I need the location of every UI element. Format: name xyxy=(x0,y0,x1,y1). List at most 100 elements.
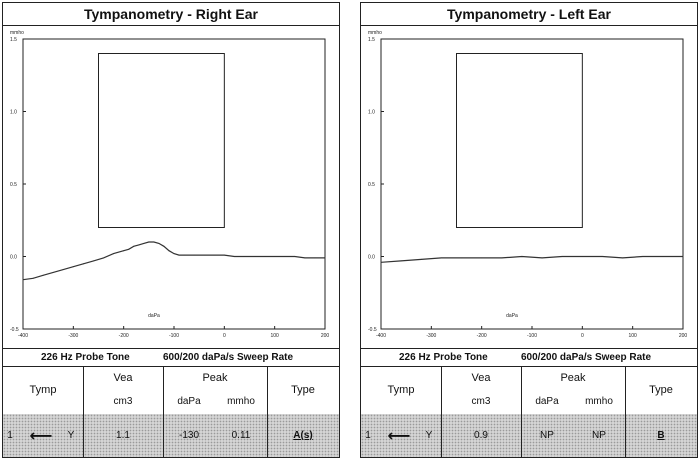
row-index: 1 xyxy=(7,430,13,441)
data-point xyxy=(541,257,543,259)
data-point xyxy=(233,256,235,257)
y-tick-label: 0.0 xyxy=(10,255,17,261)
data-point xyxy=(103,257,105,259)
col-tymp-header: Tymp xyxy=(29,383,57,396)
data-point xyxy=(163,245,165,247)
normal-range-box xyxy=(98,53,225,228)
sweep-rate-label: 600/200 daPa/s Sweep Rate xyxy=(521,352,652,363)
x-tick-label: -400 xyxy=(18,333,28,339)
col-tymp-header: Tymp xyxy=(387,383,415,396)
sweep-rate-label: 600/200 daPa/s Sweep Rate xyxy=(163,352,294,363)
data-point xyxy=(32,277,34,279)
peak-dapa-value: -130 xyxy=(178,430,199,441)
data-point xyxy=(22,279,24,281)
left-ear-panel: Tympanometry - Left Ear -0.5 0.0 0.5 1.0 1.5… xyxy=(360,2,698,458)
data-point xyxy=(168,250,170,252)
data-point xyxy=(682,256,684,257)
data-point xyxy=(153,241,155,243)
x-tick-label: 200 xyxy=(679,333,688,339)
data-point xyxy=(400,260,402,262)
tympanogram-chart: -0.5 0.0 0.5 1.0 1.5 -400 -300 -200 -100 0 100 200 m… xyxy=(3,26,339,348)
data-point xyxy=(662,256,664,257)
row-mark: Y xyxy=(425,430,433,441)
type-value: B xyxy=(657,430,665,441)
data-point xyxy=(380,261,382,263)
x-tick-label: -200 xyxy=(477,333,487,339)
data-point xyxy=(561,256,563,257)
data-point xyxy=(274,256,276,257)
col-peak-mmho: mmho xyxy=(585,396,613,407)
data-point xyxy=(461,257,463,259)
probe-tone-label: 226 Hz Probe Tone xyxy=(41,352,130,363)
probe-tone-label: 226 Hz Probe Tone xyxy=(399,352,488,363)
peak-mmho-value: NP xyxy=(592,430,606,441)
x-axis-label: daPa xyxy=(506,313,518,319)
normal-range-box xyxy=(456,53,583,228)
tympanogram-chart: -0.5 0.0 0.5 1.0 1.5 -400 -300 -200 -100 0 100 200 m… xyxy=(361,26,697,348)
chart-svg: -0.5 0.0 0.5 1.0 1.5 -400 -300 -200 -100 0 100 200 m… xyxy=(10,30,330,339)
y-tick-label: 1.0 xyxy=(368,110,375,116)
data-point xyxy=(158,242,160,244)
panel-title: Tympanometry - Left Ear xyxy=(361,3,697,26)
data-point xyxy=(173,253,175,255)
vea-value: 1.1 xyxy=(116,430,130,441)
row-index: 1 xyxy=(365,430,371,441)
table-row: 1 ⟵ Y 0.9 NP NP B xyxy=(361,414,697,457)
x-tick-label: 0 xyxy=(223,333,226,339)
x-tick-label: -100 xyxy=(169,333,179,339)
results-table: Tymp Vea cm3 Peak daPa mmho Type 1 ⟵ Y 1… xyxy=(3,366,339,457)
data-point xyxy=(138,244,140,246)
chart-svg: -0.5 0.0 0.5 1.0 1.5 -400 -300 -200 -100 0 100 200 m… xyxy=(368,30,688,339)
divider xyxy=(625,366,626,457)
y-tick-label: 1.0 xyxy=(10,110,17,116)
col-peak-mmho: mmho xyxy=(227,396,255,407)
data-point xyxy=(581,256,583,257)
y-tick-label: 1.5 xyxy=(368,37,375,43)
data-point xyxy=(62,269,64,271)
x-axis-label: daPa xyxy=(148,313,160,319)
x-tick-label: 0 xyxy=(581,333,584,339)
y-tick-label: 0.5 xyxy=(10,182,17,188)
y-axis-label: mmho xyxy=(368,30,382,36)
panel-title: Tympanometry - Right Ear xyxy=(3,3,339,26)
data-point xyxy=(82,263,84,265)
data-point xyxy=(183,254,185,256)
peak-mmho-value: 0.11 xyxy=(231,430,251,441)
vea-value: 0.9 xyxy=(474,430,488,441)
col-vea-header: Vea xyxy=(113,372,133,384)
x-tick-label: -300 xyxy=(68,333,78,339)
data-point xyxy=(314,257,316,259)
left-arrow-icon: ⟵ xyxy=(387,427,411,445)
data-point xyxy=(123,250,125,252)
data-point xyxy=(601,256,603,257)
probe-tone-bar: 226 Hz Probe Tone 600/200 daPa/s Sweep R… xyxy=(361,348,697,367)
peak-dapa-value: NP xyxy=(540,430,554,441)
col-peak-dapa: daPa xyxy=(535,396,559,407)
table-row: 1 ⟵ Y 1.1 -130 0.11 A(s) xyxy=(3,414,339,457)
y-tick-label: 0.5 xyxy=(368,182,375,188)
divider xyxy=(163,366,164,457)
data-point xyxy=(223,254,225,256)
data-point xyxy=(128,248,130,250)
data-point xyxy=(294,256,296,257)
data-point xyxy=(243,256,245,257)
right-ear-panel: Tympanometry - Right Ear -0.5 0.0 0.5 1.0 1.… xyxy=(2,2,340,458)
x-tick-label: 100 xyxy=(270,333,279,339)
tympanogram-line xyxy=(380,255,683,263)
table-header-row: Tymp Vea cm3 Peak daPa mmho Type xyxy=(3,366,339,415)
data-point xyxy=(143,242,145,244)
x-tick-label: -400 xyxy=(376,333,386,339)
data-point xyxy=(148,241,150,243)
data-point xyxy=(481,257,483,259)
x-tick-label: 100 xyxy=(628,333,637,339)
data-point xyxy=(501,257,503,259)
data-point xyxy=(113,253,115,255)
y-tick-label: -0.5 xyxy=(368,327,377,333)
data-point xyxy=(420,258,422,260)
x-tick-label: 200 xyxy=(321,333,330,339)
probe-tone-bar: 226 Hz Probe Tone 600/200 daPa/s Sweep R… xyxy=(3,348,339,367)
type-value: A(s) xyxy=(293,430,313,441)
data-point xyxy=(178,254,180,256)
plot-frame xyxy=(22,38,326,330)
y-axis-label: mmho xyxy=(10,30,24,36)
